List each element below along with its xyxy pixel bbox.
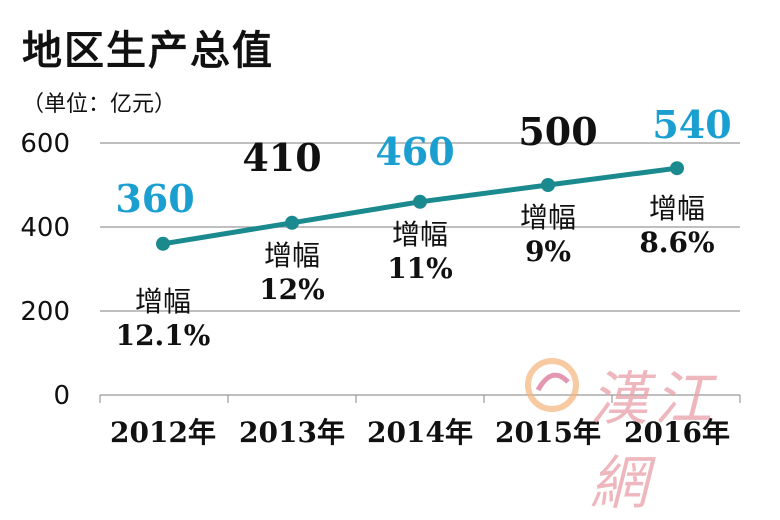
- x-tick-label: 2012年: [110, 416, 216, 449]
- data-point: [156, 236, 170, 251]
- growth-label: 增幅: [520, 201, 576, 234]
- growth-label: 增幅: [649, 192, 705, 225]
- y-tick-label: 200: [20, 297, 70, 327]
- data-label: 410: [242, 135, 321, 180]
- data-point: [670, 161, 684, 176]
- growth-label: 增幅: [264, 239, 320, 272]
- y-tick-label: 0: [53, 381, 70, 411]
- y-tick-label: 400: [20, 213, 70, 243]
- data-point: [541, 178, 555, 192]
- data-label: 540: [652, 102, 731, 147]
- x-tick-label: 2016年: [624, 416, 730, 449]
- growth-value: 11%: [387, 252, 453, 285]
- growth-value: 9%: [525, 235, 571, 268]
- watermark-logo-icon: [525, 358, 579, 412]
- y-tick-label: 600: [20, 129, 70, 159]
- data-label: 500: [518, 109, 597, 154]
- data-label: 360: [115, 176, 194, 221]
- growth-label: 增幅: [135, 285, 191, 318]
- line-chart: 0 200 400 600 2012年 2013年 2014年 2015年 2016年 360 增幅…: [20, 102, 741, 449]
- chart-title: 地区生产总值: [22, 28, 274, 74]
- chart-unit: （单位：亿元）: [22, 92, 177, 117]
- x-tick-label: 2015年: [495, 416, 601, 449]
- data-point: [285, 215, 299, 230]
- growth-value: 12%: [259, 273, 325, 306]
- growth-value: 8.6%: [639, 226, 714, 259]
- data-label: 460: [375, 129, 454, 174]
- growth-value: 12.1%: [116, 319, 211, 352]
- data-point: [413, 194, 427, 209]
- x-tick-label: 2014年: [367, 416, 473, 449]
- growth-label: 增幅: [392, 218, 448, 251]
- x-tick-label: 2013年: [239, 416, 345, 449]
